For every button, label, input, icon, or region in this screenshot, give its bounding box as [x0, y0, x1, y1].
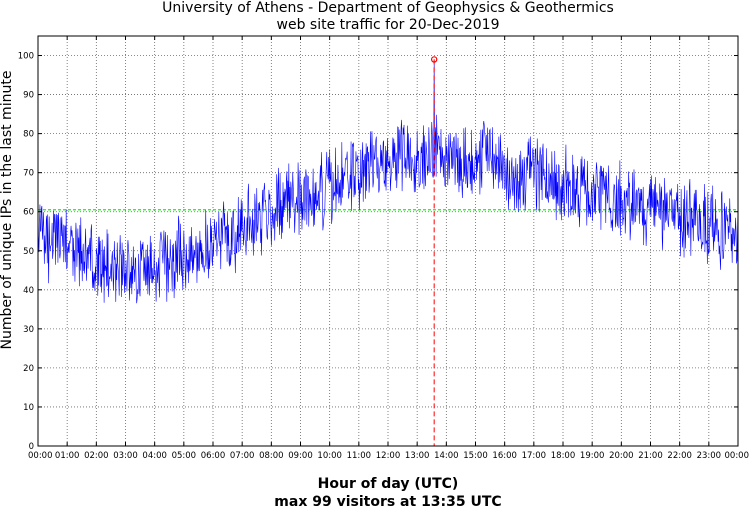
grid-lines: [38, 36, 738, 446]
y-tick-label: 10: [23, 403, 34, 413]
y-tick-label: 100: [18, 52, 34, 62]
x-tick-label: 10:00: [317, 451, 342, 461]
x-tick-label: 01:00: [55, 451, 80, 461]
y-tick-label: 0: [29, 442, 34, 452]
x-tick-label: 20:00: [609, 451, 634, 461]
y-axis-label: Number of unique IPs in the last minute: [0, 70, 15, 350]
x-tick-label: 00:00: [28, 451, 53, 461]
y-tick-label: 50: [23, 247, 34, 257]
plot-frame: [37, 35, 739, 447]
x-axis-label: Hour of day (UTC): [317, 476, 459, 492]
y-tick-label: 40: [23, 286, 34, 296]
x-tick-label: 07:00: [230, 451, 255, 461]
x-tick-label: 19:00: [580, 451, 605, 461]
x-tick-label: 00:00: [725, 451, 750, 461]
x-tick-label: 06:00: [201, 451, 226, 461]
x-tick-label: 23:00: [697, 451, 722, 461]
y-tick-label: 60: [23, 208, 34, 218]
x-tick-labels: 00:00 01:00 02:00 03:00 04:00 05:00 06:00 07:00…: [28, 451, 749, 461]
series-line: [37, 59, 739, 304]
x-tick-label: 03:00: [113, 451, 138, 461]
x-tick-label: 12:00: [376, 451, 401, 461]
y-tick-label: 20: [23, 364, 34, 374]
series-group: [37, 59, 739, 304]
x-tick-label: 02:00: [84, 451, 109, 461]
axes: [37, 35, 739, 447]
x-tick-label: 05:00: [172, 451, 197, 461]
x-tick-label: 16:00: [492, 451, 517, 461]
y-tick-label: 80: [23, 130, 34, 140]
x-tick-label: 09:00: [288, 451, 313, 461]
x-tick-label: 13:00: [405, 451, 430, 461]
max-marker-point: [430, 56, 438, 63]
y-tick-labels: 0 10 20 30 40 50 60 70 80 90 100: [18, 52, 34, 452]
x-tick-label: 14:00: [434, 451, 459, 461]
chart-title: University of Athens - Department of Geo…: [162, 0, 614, 16]
x-tick-label: 22:00: [667, 451, 692, 461]
x-tick-label: 18:00: [551, 451, 576, 461]
x-tick-label: 04:00: [142, 451, 167, 461]
y-tick-label: 30: [23, 325, 34, 335]
x-tick-label: 21:00: [638, 451, 663, 461]
x-tick-label: 11:00: [347, 451, 372, 461]
x-tick-label: 08:00: [259, 451, 284, 461]
x-tick-label: 15:00: [463, 451, 488, 461]
y-tick-label: 90: [23, 91, 34, 101]
max-marker-group: [430, 56, 438, 446]
max-annotation: max 99 visitors at 13:35 UTC: [274, 494, 502, 510]
y-tick-label: 70: [23, 169, 34, 179]
chart-subtitle: web site traffic for 20-Dec-2019: [276, 17, 500, 33]
x-tick-label: 17:00: [522, 451, 547, 461]
